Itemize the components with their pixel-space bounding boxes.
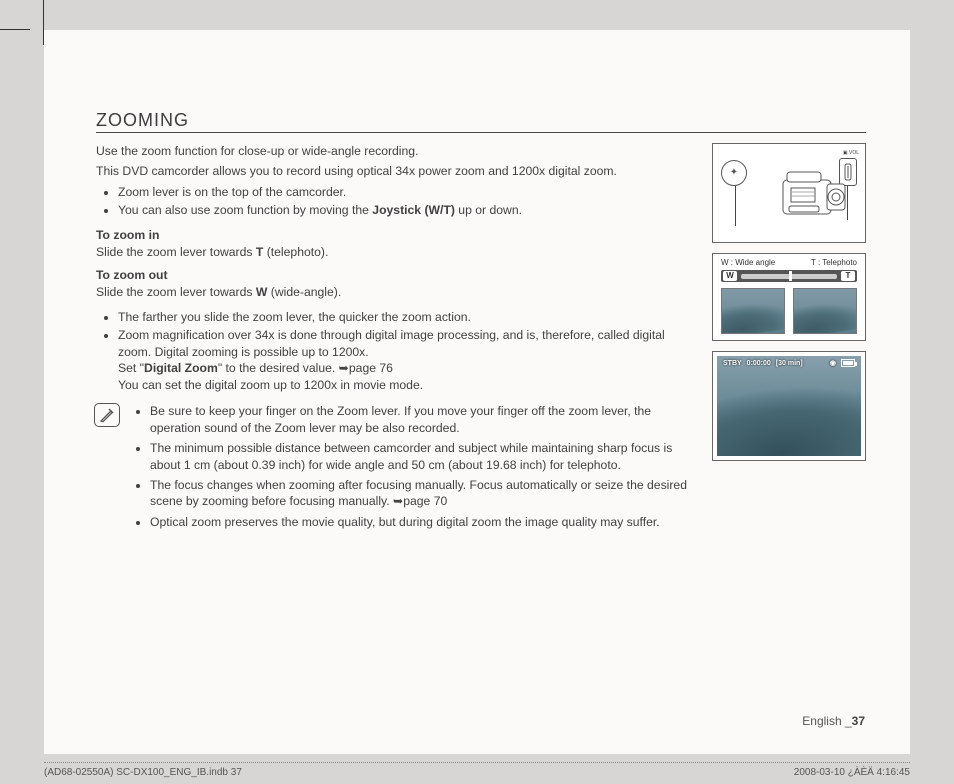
lcd-status-bar: STBY 0:00:00 [30 min] ◉ bbox=[723, 359, 855, 367]
disc-icon: ◉ bbox=[830, 359, 836, 367]
intro-bullet-1: Zoom lever is on the top of the camcorde… bbox=[118, 184, 692, 200]
note-block: Be sure to keep your finger on the Zoom … bbox=[96, 403, 692, 534]
zoom-labels: W : Wide angle T : Telephoto bbox=[721, 258, 857, 267]
note-2: The minimum possible distance between ca… bbox=[150, 440, 692, 473]
camcorder-illustration bbox=[777, 162, 851, 224]
time-counter: 0:00:00 bbox=[747, 360, 771, 367]
intro-bullet-2: You can also use zoom function by moving… bbox=[118, 202, 692, 218]
lcd-screen: STBY 0:00:00 [30 min] ◉ W T bbox=[717, 356, 861, 456]
time-remain: [30 min] bbox=[776, 360, 803, 367]
content-area: ZOOMING Use the zoom function for close-… bbox=[96, 110, 866, 534]
w-cap: W bbox=[723, 271, 737, 281]
stby-indicator: STBY bbox=[723, 360, 742, 367]
note-1: Be sure to keep your finger on the Zoom … bbox=[150, 403, 692, 436]
note-4: Optical zoom preserves the movie quality… bbox=[150, 514, 692, 530]
wide-angle-label: W : Wide angle bbox=[721, 258, 775, 267]
lcd-zoom-indicator: W T bbox=[753, 442, 825, 450]
t-cap: T bbox=[841, 271, 855, 281]
callout-line-1 bbox=[735, 186, 736, 226]
thumb-wide bbox=[721, 288, 785, 334]
telephoto-label: T : Telephoto bbox=[811, 258, 857, 267]
thumb-tele bbox=[793, 288, 857, 334]
mid-bullets: The farther you slide the zoom lever, th… bbox=[96, 309, 692, 393]
zoom-out-body: Slide the zoom lever towards W (wide-ang… bbox=[96, 284, 692, 300]
page-footer: English _37 bbox=[802, 714, 865, 728]
print-footer: (AD68-02550A) SC-DX100_ENG_IB.indb 37 20… bbox=[44, 762, 910, 780]
print-file-info: (AD68-02550A) SC-DX100_ENG_IB.indb 37 bbox=[44, 767, 242, 780]
figure-lcd: STBY 0:00:00 [30 min] ◉ W T bbox=[712, 351, 866, 461]
page: ZOOMING Use the zoom function for close-… bbox=[44, 30, 910, 754]
print-date-info: 2008-03-10 ¿ÀÈÄ 4:16:45 bbox=[794, 767, 910, 780]
vol-label: ▣ VOL bbox=[843, 150, 859, 156]
zoom-in-body: Slide the zoom lever towards T (telephot… bbox=[96, 244, 692, 260]
note-3: The focus changes when zooming after foc… bbox=[150, 477, 692, 510]
zoom-out-heading: To zoom out bbox=[96, 267, 692, 283]
joystick-icon: ✦ bbox=[721, 160, 747, 186]
note-body: Be sure to keep your finger on the Zoom … bbox=[130, 403, 692, 534]
zoom-bar: W T bbox=[721, 270, 857, 282]
figure-zoom-bar: W : Wide angle T : Telephoto W T bbox=[712, 253, 866, 341]
lcd-t-cap: T bbox=[815, 442, 825, 450]
intro-line-2: This DVD camcorder allows you to record … bbox=[96, 163, 692, 179]
zoom-thumbnails bbox=[721, 288, 857, 334]
main-column: Use the zoom function for close-up or wi… bbox=[96, 143, 692, 534]
figure-camcorder: ✦ ▣ VOL bbox=[712, 143, 866, 243]
mid-bullet-1: The farther you slide the zoom lever, th… bbox=[118, 309, 692, 325]
intro-line-1: Use the zoom function for close-up or wi… bbox=[96, 143, 692, 159]
battery-icon bbox=[841, 359, 855, 367]
figure-column: ✦ ▣ VOL bbox=[712, 143, 866, 471]
mid-bullet-2: Zoom magnification over 34x is done thro… bbox=[118, 327, 692, 393]
note-icon bbox=[94, 403, 120, 427]
lcd-w-cap: W bbox=[753, 442, 763, 450]
zoom-in-heading: To zoom in bbox=[96, 227, 692, 243]
section-heading: ZOOMING bbox=[96, 110, 866, 133]
intro-bullets: Zoom lever is on the top of the camcorde… bbox=[96, 184, 692, 219]
